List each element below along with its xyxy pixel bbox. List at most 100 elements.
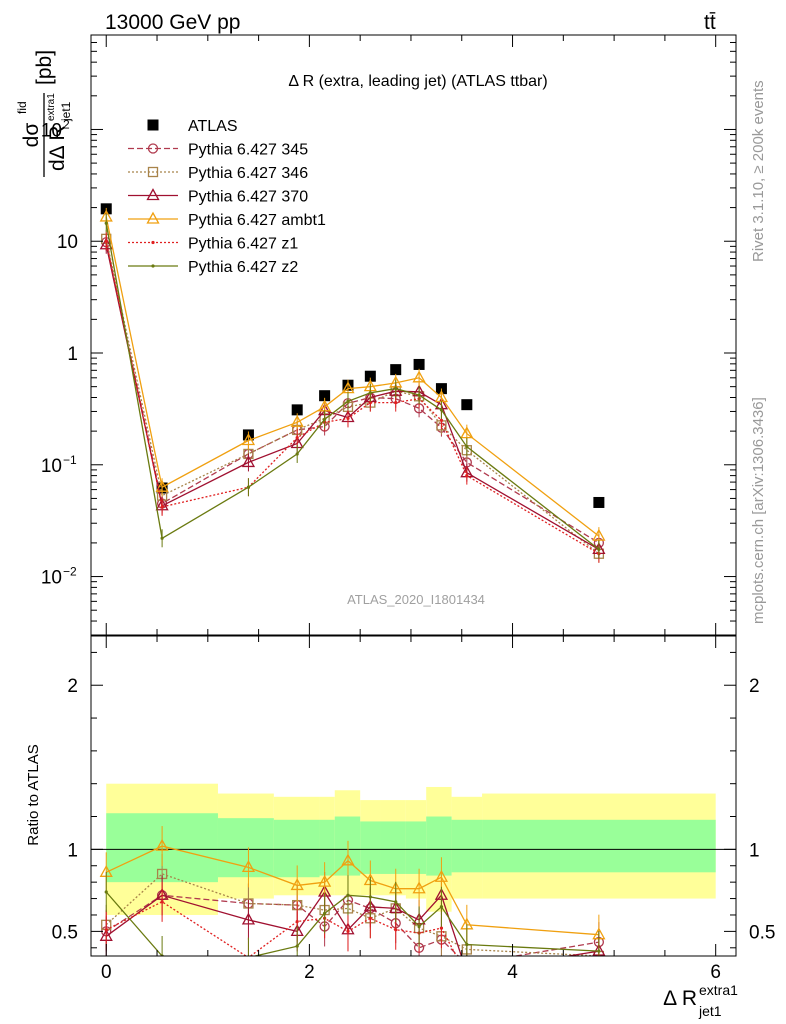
legend-entry: Pythia 6.427 ambt1: [128, 211, 326, 229]
legend-entry: Pythia 6.427 z2: [128, 259, 298, 276]
ratio-point: [346, 893, 350, 897]
process-label: tt̄: [704, 11, 716, 34]
ylabel-numerator-sup: fid: [15, 101, 29, 114]
ratio-frame: [90, 635, 737, 957]
ratio-line: [105, 890, 600, 956]
ratio-point: [323, 911, 327, 915]
ratio-point: [465, 942, 469, 947]
ratio-point: [160, 900, 164, 904]
x-tick-label: 0: [101, 962, 112, 983]
ratio-point: [462, 960, 471, 969]
analysis-label: ATLAS_2020_I1801434: [347, 592, 485, 607]
data-point: [412, 370, 426, 383]
ratio-y-label: Ratio to ATLAS: [25, 744, 42, 845]
ratio-y-tick-label: 0.5: [52, 922, 78, 943]
legend-marker: [147, 119, 159, 131]
legend-entry: Pythia 6.427 345: [128, 142, 308, 159]
data-point: [460, 426, 474, 439]
ratio-point: [465, 974, 468, 977]
data-point: [346, 416, 350, 420]
legend-marker: [147, 143, 159, 154]
y-tick-label-exponent: −2: [63, 565, 77, 579]
uncertainty-bands: [91, 783, 736, 915]
data-point: [364, 370, 376, 382]
x-tick-label: 2: [304, 962, 315, 983]
data-point: [368, 391, 372, 395]
ratio-point: [394, 928, 398, 932]
ratio-point: [439, 926, 444, 930]
data-point: [291, 404, 303, 416]
xlabel-sub: jet1: [698, 1003, 722, 1019]
band-green: [217, 818, 274, 878]
ratio-line: [105, 845, 599, 936]
data-point: [465, 474, 469, 478]
ratio-series-group: [99, 826, 606, 977]
data-point: [368, 401, 372, 405]
ratio-line: [105, 901, 599, 956]
series-2: [101, 229, 605, 563]
data-point: [394, 401, 398, 405]
series-5: [104, 232, 601, 563]
main-series-group: [99, 203, 606, 563]
data-point: [439, 408, 444, 412]
legend-marker: [151, 240, 155, 245]
x-tick-label: 6: [710, 962, 721, 983]
ratio-point: [439, 905, 444, 909]
legend-entry: Pythia 6.427 z1: [128, 236, 298, 253]
band-green: [426, 816, 452, 876]
ratio-point: [295, 919, 299, 924]
data-point: [465, 445, 469, 449]
data-point: [417, 393, 421, 397]
y-tick-label: 10: [41, 120, 62, 141]
data-point: [319, 390, 331, 402]
ylabel-denominator-sup: extra1: [46, 93, 57, 121]
legend-label: ATLAS: [188, 118, 238, 135]
data-point: [323, 417, 327, 421]
data-point: [104, 239, 108, 243]
y-tick-label: 10: [41, 568, 62, 589]
y-tick-label-exponent: −1: [63, 453, 77, 467]
legend-entry: Pythia 6.427 346: [128, 165, 308, 182]
ratio-point: [434, 869, 449, 882]
data-point: [155, 479, 169, 492]
ratio-y-tick-label: 1: [67, 840, 78, 861]
ratio-point: [597, 949, 601, 953]
data-point: [413, 358, 425, 370]
ratio-point: [368, 895, 372, 899]
ratio-y-tick-label: 2: [67, 676, 78, 697]
legend-label: Pythia 6.427 z2: [188, 259, 298, 276]
band-green: [360, 821, 381, 874]
y-tick-label: 10: [57, 232, 78, 253]
ratio-panel: 0.5 0.5 1 1 2 2 0 2 4 6 Ratio to ATLAS: [25, 635, 775, 983]
series-line: [105, 223, 600, 550]
ratio-line: [105, 894, 600, 956]
data-point: [241, 433, 256, 446]
data-point: [461, 399, 473, 411]
band-green: [273, 819, 320, 878]
legend-entry: Pythia 6.427 370: [128, 188, 308, 206]
legend-label: Pythia 6.427 370: [188, 189, 308, 206]
rivet-label: Rivet 3.1.10, ≥ 200k events: [750, 80, 767, 262]
data-point: [394, 387, 398, 391]
band-green: [380, 821, 406, 874]
legend-marker: [146, 211, 160, 224]
data-point: [439, 418, 444, 422]
main-title: Δ R (extra, leading jet) (ATLAS ttbar): [288, 73, 547, 90]
ratio-point: [247, 956, 250, 959]
data-point: [160, 536, 164, 540]
main-y-axis-label: dσ fid dΔ R jet1 extra1 [pb]: [15, 50, 73, 177]
data-point: [593, 496, 605, 508]
ratio-point: [247, 956, 250, 959]
energy-label: 13000 GeV pp: [105, 11, 240, 34]
x-tick-label: 4: [507, 962, 518, 983]
legend: ATLAS Pythia 6.427 345 Pythia 6.427 346 Pyt…: [128, 118, 326, 276]
data-point: [597, 547, 601, 551]
band-green: [319, 819, 335, 876]
ratio-axes: 0.5 0.5 1 1 2 2 0 2 4 6: [52, 636, 775, 983]
ratio-y-tick-label-right: 0.5: [749, 922, 775, 943]
series-line: [105, 241, 600, 555]
ratio-point: [155, 838, 169, 851]
band-green: [451, 819, 483, 873]
ratio-point: [346, 929, 350, 933]
